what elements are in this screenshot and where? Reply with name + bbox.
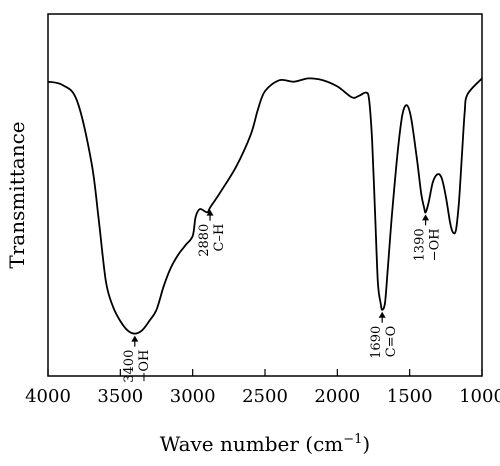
- annotation-wavenumber: 3400: [122, 350, 137, 383]
- series-group: [47, 77, 483, 335]
- annotation-group-label: −OH: [137, 350, 152, 383]
- x-tick-label: 2000: [314, 386, 360, 407]
- x-axis-ticks: [47, 369, 483, 376]
- peak-annotation: 1690 C=O: [369, 311, 399, 359]
- plot-frame: [47, 13, 483, 377]
- annotation-arrow-head: [378, 311, 386, 318]
- plot-area-border: [47, 13, 483, 377]
- spectrum-line: [47, 77, 483, 335]
- annotation-group-label: C=O: [384, 326, 399, 358]
- peak-annotation: 3400 −OH: [122, 335, 152, 383]
- x-tick-label: 2500: [242, 386, 288, 407]
- annotation-wavenumber: 2880: [197, 224, 212, 257]
- peak-annotation: 1390 −OH: [413, 214, 443, 261]
- annotation-arrow-head: [422, 214, 430, 221]
- x-tick-label: 1500: [387, 386, 433, 407]
- annotation-arrow-head: [206, 209, 214, 216]
- x-axis-tick-labels: 4000 3500 3000 2500 2000 1500 1000: [25, 386, 500, 407]
- x-tick-label: 1000: [459, 386, 500, 407]
- x-tick-label: 4000: [25, 386, 71, 407]
- annotation-group-label: −OH: [428, 228, 443, 261]
- y-axis-label: Transmittance: [5, 121, 29, 268]
- x-axis-label: Wave number (cm−1): [160, 432, 370, 456]
- peak-annotation: 2880 C–H: [197, 209, 227, 257]
- x-tick-label: 3500: [97, 386, 143, 407]
- annotation-group-label: C–H: [212, 224, 227, 252]
- annotation-wavenumber: 1690: [369, 326, 384, 359]
- x-tick-label: 3000: [170, 386, 216, 407]
- annotation-wavenumber: 1390: [413, 228, 428, 261]
- annotation-arrow-head: [131, 335, 139, 342]
